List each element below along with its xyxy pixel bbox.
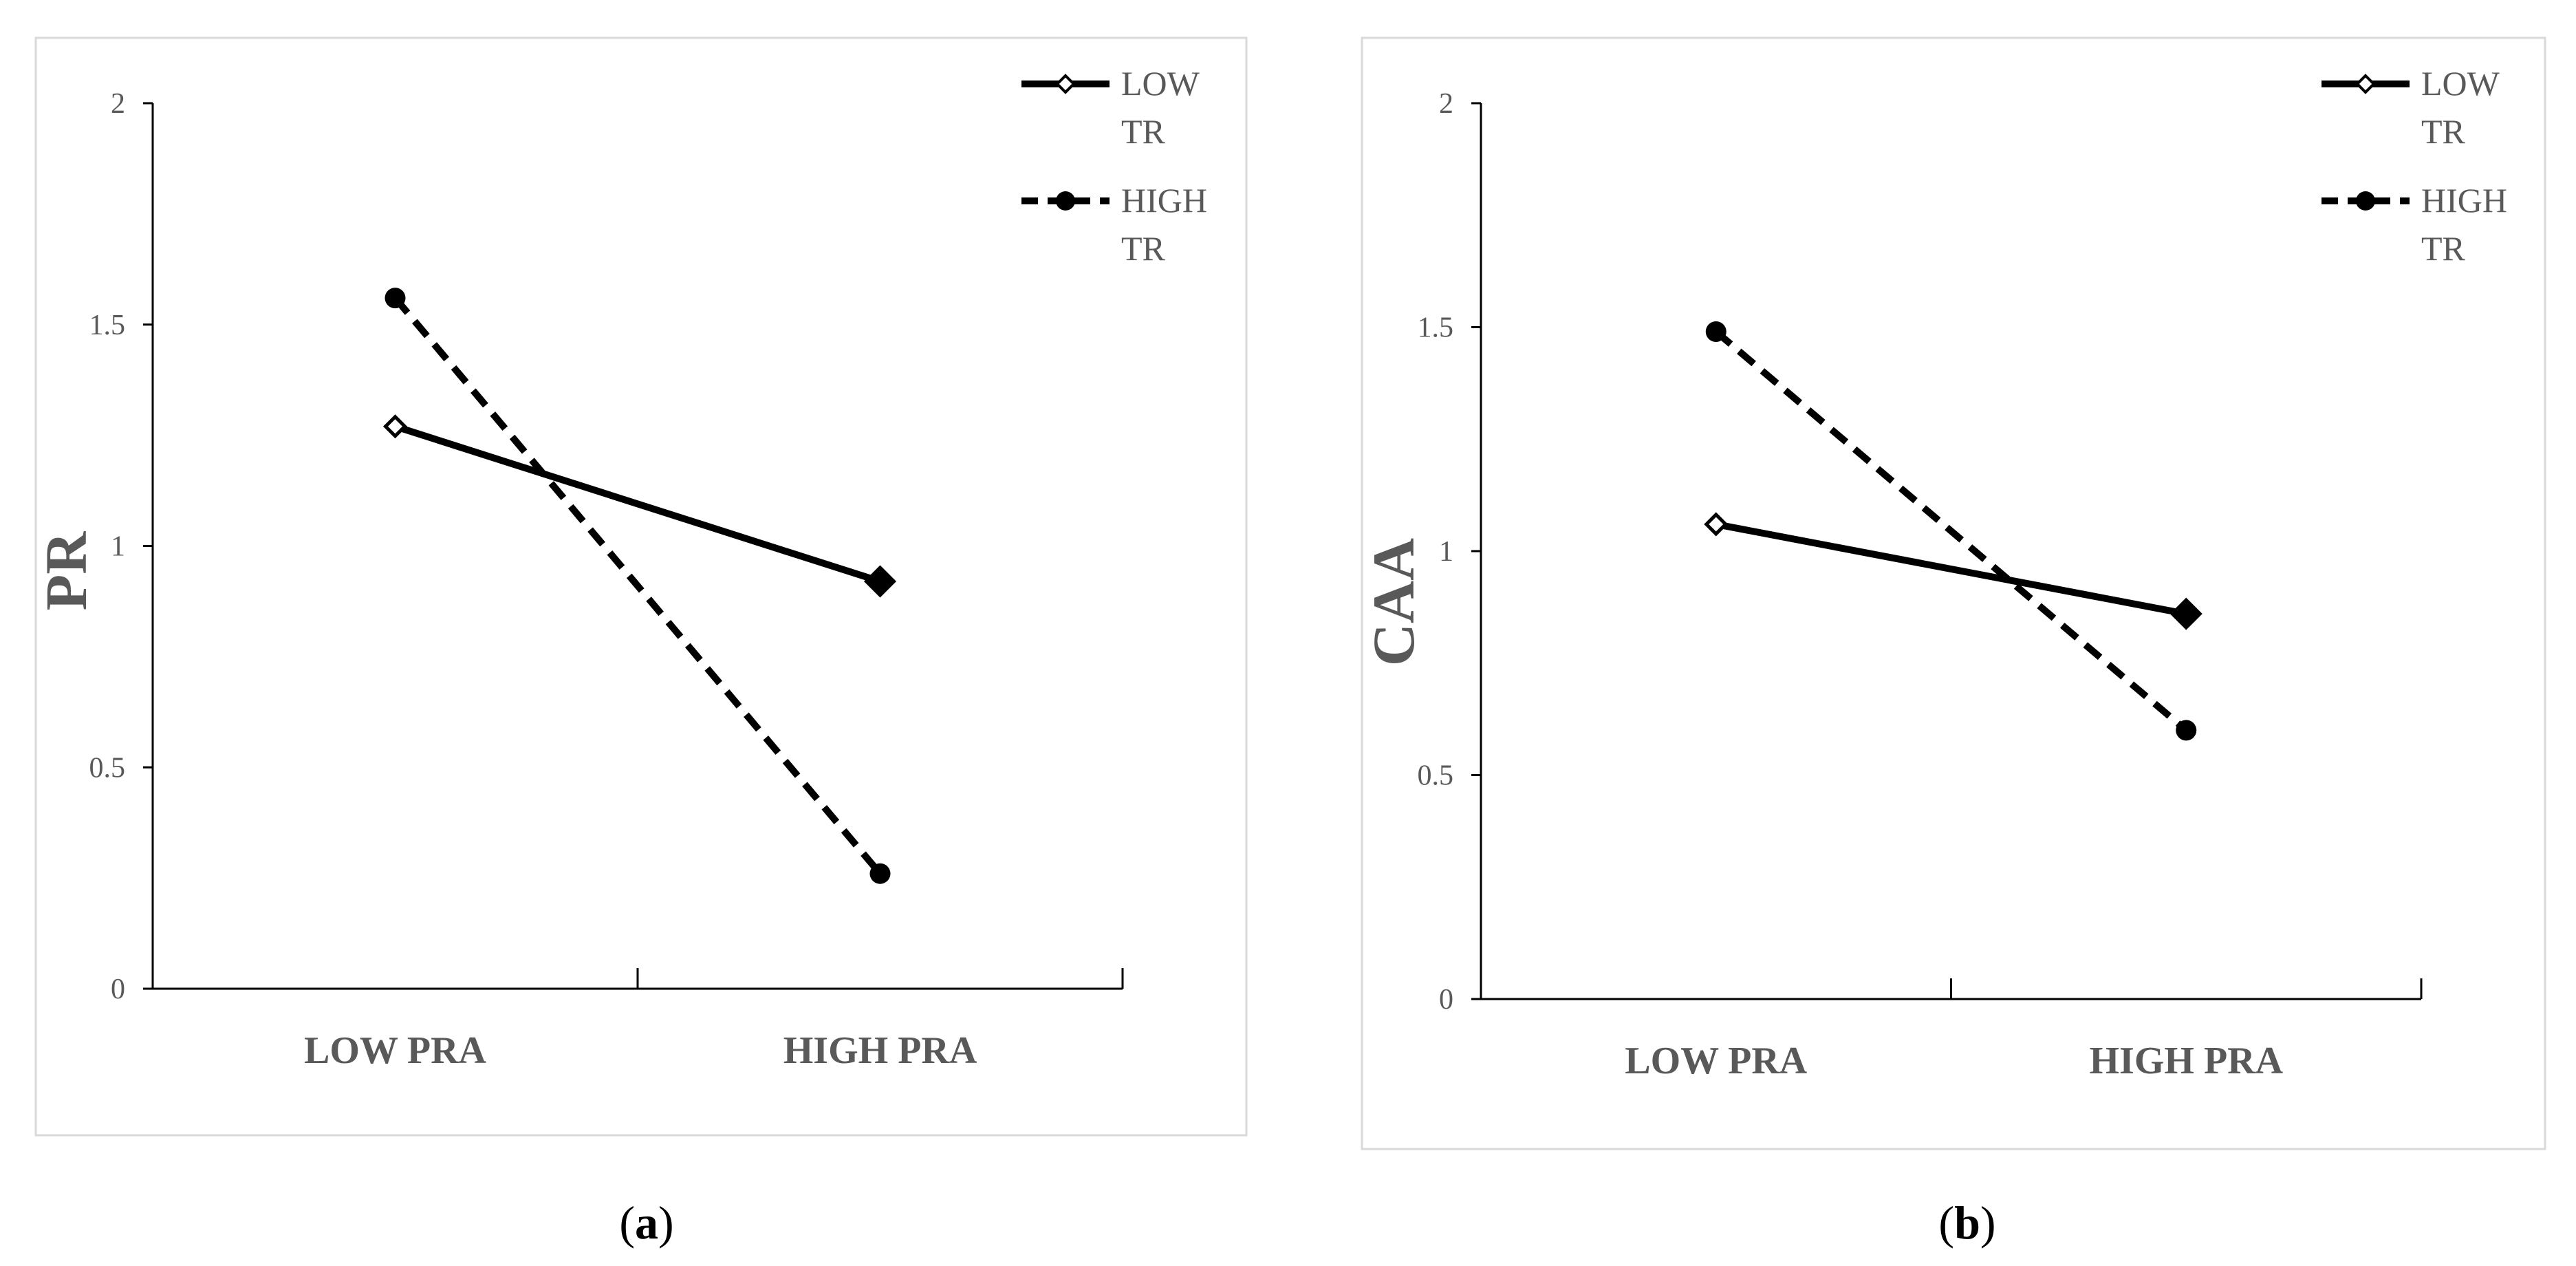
data-point-diamond (2169, 597, 2202, 630)
legend-label-line: LOW (1121, 64, 1200, 103)
legend-marker-circle (2356, 191, 2375, 211)
legend-marker-diamond (1055, 74, 1076, 94)
data-point-diamond (382, 414, 408, 439)
series-line-high-tr (392, 295, 883, 876)
data-point-circle (1705, 321, 1727, 343)
legend-label-line: LOW (2421, 64, 2500, 103)
y-tick-label: 0 (111, 974, 125, 1005)
x-category-label: HIGH PRA (2089, 1040, 2283, 1082)
legend-label-line: TR (2421, 229, 2466, 268)
chart-panel-a: 0 0.5 1 1.5 2 LOW PRA HIGH PRA PR LOW TR HIGH TR (a) (33, 36, 1248, 1249)
x-category-label: HIGH PRA (783, 1029, 977, 1072)
y-tick-label: 1.5 (89, 310, 126, 341)
y-axis-title: PR (33, 531, 99, 611)
y-tick-label: 1 (1439, 536, 1453, 568)
series-line-high-tr (1713, 329, 2189, 733)
legend-label: LOW TR (1121, 64, 1200, 151)
legend-label-line: HIGH (1121, 181, 1207, 219)
y-tick-label: 0.5 (89, 752, 126, 784)
legend-label-line: TR (2421, 112, 2466, 151)
chart-legend: LOW TR HIGH TR (2321, 64, 2507, 268)
y-tick-label: 2 (1439, 88, 1453, 120)
data-point-diamond (863, 565, 897, 598)
y-tick-label: 2 (111, 88, 125, 120)
y-axis-title: CAA (1361, 538, 1427, 666)
legend-label-line: HIGH (2421, 181, 2507, 219)
y-tick-label: 1 (111, 531, 125, 563)
x-category-label: LOW PRA (1625, 1040, 1808, 1082)
chart-panel-b: 0 0.5 1 1.5 2 LOW PRA HIGH PRA CAA LOW TR HIGH TR (b… (1361, 36, 2546, 1249)
data-point-circle (2176, 720, 2197, 741)
y-tick-label: 0 (1439, 984, 1453, 1016)
x-category-label: LOW PRA (304, 1029, 487, 1072)
legend-marker-circle (1056, 191, 1075, 211)
chart-frame (1361, 36, 2546, 1150)
legend-marker-diamond (2355, 74, 2376, 94)
data-point-diamond (1704, 512, 1729, 537)
legend-label-line: TR (1121, 229, 1166, 268)
legend-label: HIGH TR (2421, 181, 2507, 268)
panel-caption: (b) (1938, 1197, 1995, 1249)
legend-label: LOW TR (2421, 64, 2500, 151)
data-point-circle (385, 288, 406, 309)
y-tick-label: 1.5 (1418, 312, 1454, 344)
series-line-low-tr (393, 422, 882, 585)
series-line-low-tr (1715, 521, 2187, 618)
legend-label-line: TR (1121, 112, 1166, 151)
y-tick-label: 0.5 (1418, 760, 1454, 792)
chart-frame (34, 36, 1248, 1137)
chart-legend: LOW TR HIGH TR (1021, 64, 1207, 268)
data-point-circle (869, 863, 891, 884)
legend-label: HIGH TR (1121, 181, 1207, 268)
panel-caption-letter: a (635, 1197, 658, 1249)
panel-caption-letter: b (1954, 1197, 1980, 1249)
panel-caption: (a) (619, 1197, 673, 1249)
